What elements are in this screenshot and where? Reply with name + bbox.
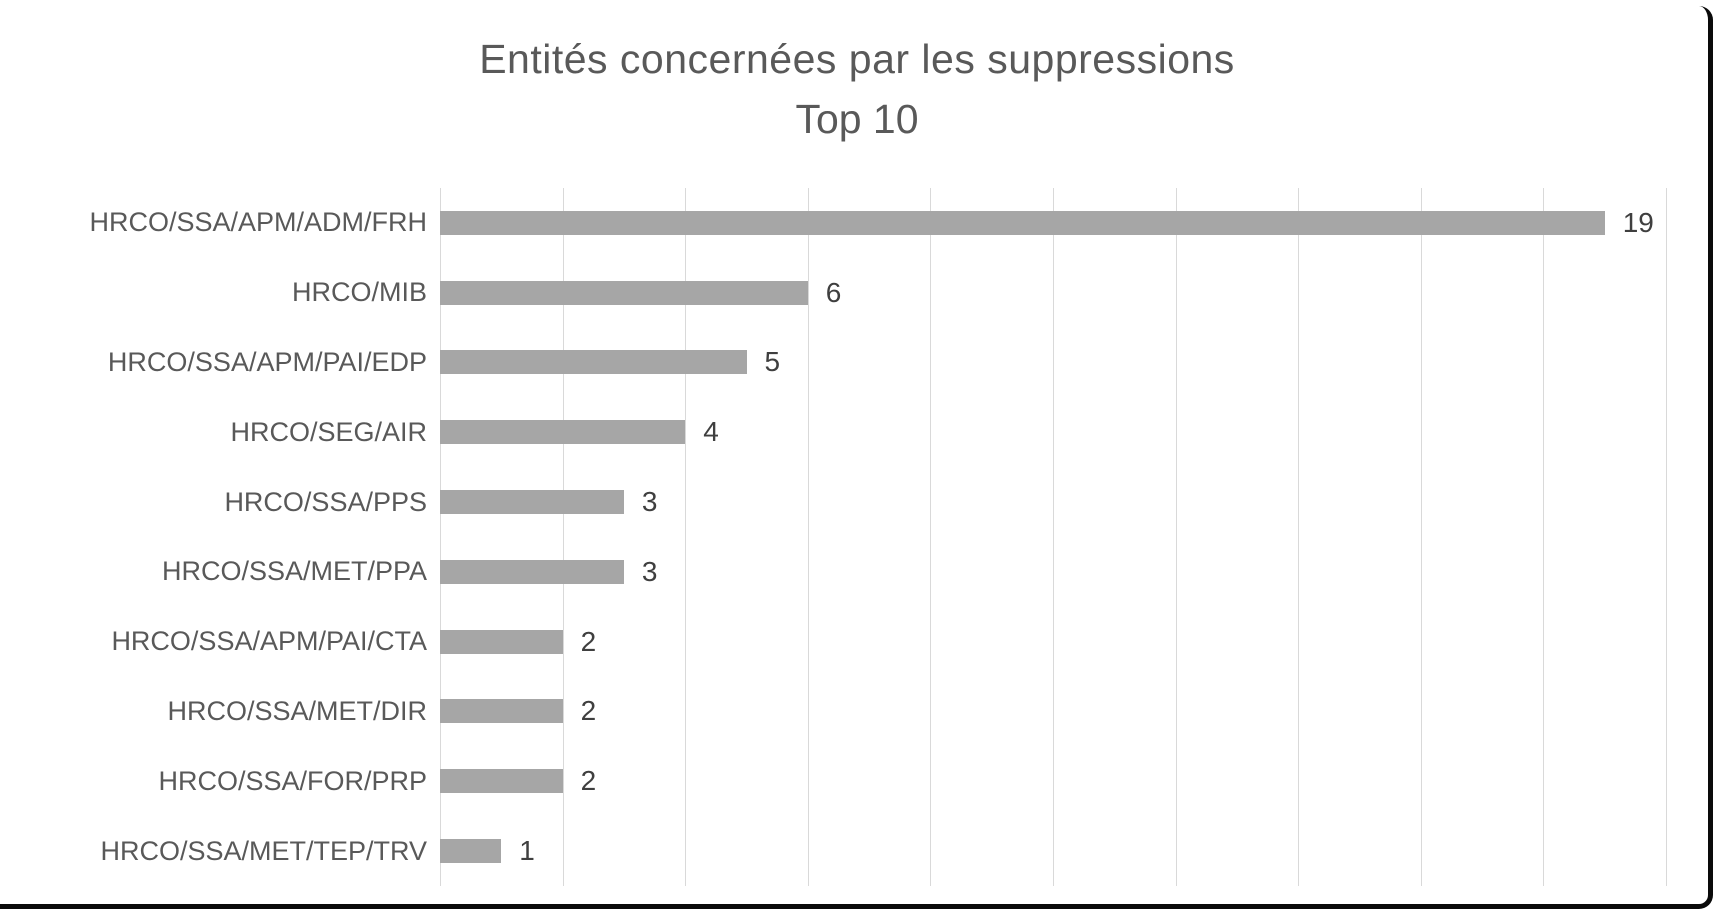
gridline xyxy=(807,188,809,886)
category-label: HRCO/SEG/AIR xyxy=(230,416,427,447)
bar xyxy=(440,629,563,654)
gridline xyxy=(930,188,932,886)
category-label: HRCO/SSA/MET/TEP/TRV xyxy=(100,835,427,866)
plot-area: HRCO/SSA/APM/ADM/FRH 19 HRCO/MIB 6 HRCO/SSA/… xyxy=(0,188,1667,886)
gridline xyxy=(1543,188,1545,886)
value-label: 1 xyxy=(519,835,535,867)
category-label: HRCO/SSA/APM/ADM/FRH xyxy=(89,207,427,238)
category-label: HRCO/SSA/MET/DIR xyxy=(167,695,427,726)
gridline xyxy=(1298,188,1300,886)
bar xyxy=(440,559,624,584)
bar xyxy=(440,280,808,305)
category-label: HRCO/SSA/APM/PAI/CTA xyxy=(111,626,427,657)
bar-row: HRCO/SEG/AIR 4 xyxy=(0,397,1666,467)
bar-track: 4 xyxy=(440,397,1666,467)
value-label: 4 xyxy=(703,416,719,448)
bar xyxy=(440,699,563,724)
bar-rows: HRCO/SSA/APM/ADM/FRH 19 HRCO/MIB 6 HRCO/SSA/… xyxy=(0,188,1666,886)
bar-row: HRCO/SSA/APM/PAI/CTA 2 xyxy=(0,607,1666,677)
bar-row: HRCO/SSA/PPS 3 xyxy=(0,467,1666,537)
gridline xyxy=(440,188,441,886)
bar xyxy=(440,490,624,515)
bar-row: HRCO/SSA/FOR/PRP 2 xyxy=(0,746,1666,816)
gridlines-layer xyxy=(440,188,1667,886)
bar-row: HRCO/SSA/APM/ADM/FRH 19 xyxy=(0,188,1666,258)
value-label: 2 xyxy=(580,625,597,657)
category-label: HRCO/MIB xyxy=(292,277,427,308)
value-label: 3 xyxy=(641,486,658,518)
value-label: 19 xyxy=(1622,206,1654,238)
bar xyxy=(440,839,502,864)
chart-subtitle: Top 10 xyxy=(795,96,919,142)
bar xyxy=(440,420,686,445)
bar-row: HRCO/MIB 6 xyxy=(0,258,1666,328)
bar-row: HRCO/SSA/MET/DIR 2 xyxy=(0,677,1666,747)
category-label: HRCO/SSA/APM/PAI/EDP xyxy=(107,346,427,377)
bar-row: HRCO/SSA/APM/PAI/EDP 5 xyxy=(0,328,1666,398)
bar-track: 3 xyxy=(440,467,1666,537)
value-label: 3 xyxy=(641,555,658,587)
bar-track: 1 xyxy=(440,816,1666,886)
gridline xyxy=(1666,188,1667,886)
bar-track: 2 xyxy=(440,607,1666,677)
bar xyxy=(440,769,563,794)
bar-track: 2 xyxy=(440,746,1666,816)
bar-track: 19 xyxy=(440,188,1666,258)
value-label: 2 xyxy=(580,695,597,727)
category-label: HRCO/SSA/FOR/PRP xyxy=(158,765,427,796)
gridline xyxy=(685,188,687,886)
bar-track: 5 xyxy=(440,328,1666,398)
bar-row: HRCO/SSA/MET/PPA 3 xyxy=(0,537,1666,607)
bar-track: 6 xyxy=(440,258,1666,328)
chart-title-block: Entités concernées par les suppressions … xyxy=(0,34,1714,144)
bar-track: 2 xyxy=(440,677,1666,747)
chart-title: Entités concernées par les suppressions xyxy=(479,36,1235,82)
bar-row: HRCO/SSA/MET/TEP/TRV 1 xyxy=(0,816,1666,886)
category-label: HRCO/SSA/PPS xyxy=(224,486,427,517)
value-label: 2 xyxy=(580,765,597,797)
bar xyxy=(440,350,747,375)
category-label: HRCO/SSA/MET/PPA xyxy=(161,556,427,587)
bar-track: 3 xyxy=(440,537,1666,607)
value-label: 6 xyxy=(825,276,842,308)
bar xyxy=(440,210,1605,235)
gridline xyxy=(1175,188,1177,886)
gridline xyxy=(1053,188,1054,886)
gridline xyxy=(1420,188,1422,886)
value-label: 5 xyxy=(764,346,781,378)
gridline xyxy=(562,188,564,886)
